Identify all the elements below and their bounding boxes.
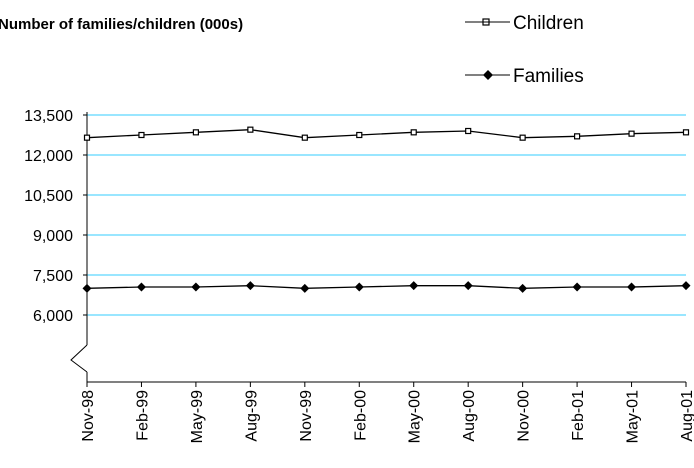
x-tick-label: May-01 [625,390,642,443]
data-point-families [572,282,582,292]
data-point-families [191,282,201,292]
x-tick-label: May-00 [407,390,424,443]
legend: Children Families [465,13,584,87]
data-point-children [301,134,308,141]
y-tick-label: 10,500 [24,188,73,205]
data-point-families [136,282,146,292]
data-point-children [628,130,635,137]
y-tick-label: 6,000 [33,308,73,325]
data-point-families [463,281,473,291]
y-tick-label: 13,500 [24,108,73,125]
x-tick-label: Nov-98 [80,390,97,442]
data-point-children [573,133,581,140]
data-point-families [245,281,255,291]
data-point-children [682,129,690,136]
data-point-children [465,127,472,135]
x-tick-label: Feb-00 [352,390,369,441]
data-point-families [518,283,528,293]
series-families [82,281,691,293]
chart-title: Number of families/children (000s) [0,16,243,33]
data-point-children [519,134,526,141]
x-tick-label: Nov-00 [516,390,533,442]
gridlines [87,114,686,316]
axes [70,112,687,387]
x-tick-label: Feb-01 [570,390,587,441]
series-line-children [86,129,687,139]
data-point-families [300,283,310,293]
legend-label-children: Children [513,13,584,34]
x-tick-label: Feb-99 [134,390,151,441]
data-point-families [82,283,92,293]
data-point-children [356,131,363,139]
x-tick-labels: Nov-98 Feb-99 May-99 Aug-99 Nov-99 Feb-00 May-… [80,390,694,443]
data-point-children [192,129,200,136]
data-point-families [354,282,364,292]
axis-break-mark [70,344,88,373]
x-tick-label: Aug-01 [679,390,694,442]
series-group [82,126,691,293]
legend-item-children: Children [465,13,584,34]
x-tick-label: Aug-00 [461,390,478,442]
series-children [83,126,690,141]
x-tick-label: Nov-99 [298,390,315,442]
y-tick-label: 9,000 [33,228,73,245]
legend-item-families: Families [465,66,584,87]
data-point-children [83,134,91,141]
data-point-children [138,131,145,139]
series-line-families [86,285,687,289]
y-tick-label: 7,500 [33,268,73,285]
y-tick-label: 12,000 [24,148,73,165]
data-point-families [681,281,691,291]
x-tick-label: Aug-99 [243,390,260,442]
y-tick-labels: 13,500 12,000 10,500 9,000 7,500 6,000 [24,108,73,325]
legend-marker-children [482,18,490,26]
data-point-families [627,282,637,292]
data-point-children [410,129,417,136]
data-point-families [409,281,419,291]
x-tick-label: May-99 [189,390,206,443]
data-point-children [247,126,254,133]
legend-label-families: Families [513,66,584,87]
legend-marker-families [483,70,493,80]
